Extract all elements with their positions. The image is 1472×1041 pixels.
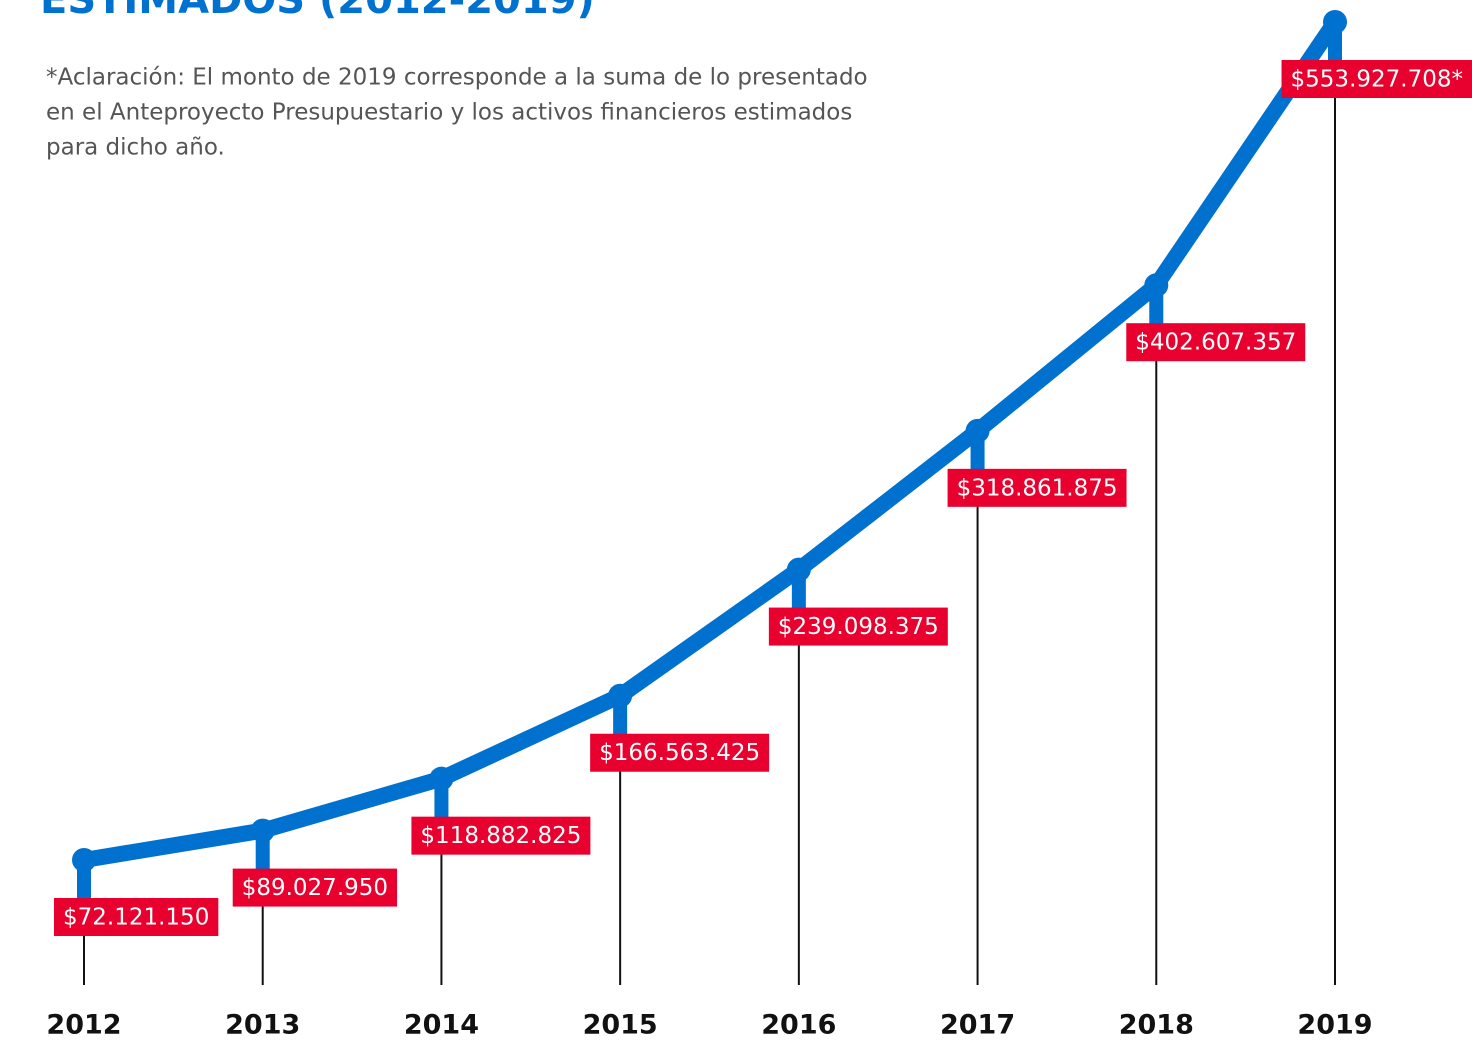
point	[1323, 10, 1347, 34]
label-box	[947, 468, 1127, 507]
x-tick-label: 2013	[225, 1010, 300, 1041]
annotation: en el Anteproyecto Presupuestario y los …	[46, 100, 852, 126]
value-label-group: $318.861.875	[947, 468, 1127, 507]
x-tick-label: 2015	[583, 1010, 658, 1041]
label-box	[232, 868, 398, 907]
value-label: $72.121.150	[63, 905, 209, 931]
value-label-group: $553.927.708*	[1281, 60, 1472, 98]
x-tick-label: 2019	[1297, 1010, 1372, 1041]
point	[1144, 273, 1169, 298]
value-label: $166.563.425	[599, 740, 760, 766]
point	[429, 766, 454, 791]
x-tick-label: 2016	[761, 1010, 836, 1041]
series-line	[82, 17, 1342, 868]
value-label: $89.027.950	[242, 875, 388, 901]
label-box	[590, 733, 770, 772]
value-label-group: $402.607.357	[1126, 323, 1306, 362]
point	[72, 848, 96, 872]
value-label: $118.882.825	[420, 823, 581, 849]
x-tick-label: 2014	[404, 1010, 479, 1041]
annotation: para dicho año.	[46, 135, 225, 161]
value-label: $318.861.875	[957, 475, 1118, 501]
value-label-group: $166.563.425	[590, 733, 770, 772]
point	[965, 418, 990, 443]
value-label-group: $118.882.825	[411, 816, 591, 855]
point	[608, 683, 633, 708]
chart-title: ESTIMADOS (2012-2019)	[40, 0, 595, 23]
point	[786, 557, 811, 582]
value-label-group: $239.098.375	[768, 607, 948, 646]
value-label: $239.098.375	[778, 614, 939, 640]
x-tick-label: 2012	[46, 1010, 121, 1041]
label-box	[1281, 60, 1472, 98]
value-label: $553.927.708*	[1291, 67, 1463, 93]
x-tick-label: 2017	[940, 1010, 1015, 1041]
value-label: $402.607.357	[1135, 330, 1296, 356]
label-box	[1126, 323, 1306, 362]
annotation: *Aclaración: El monto de 2019 correspond…	[46, 65, 868, 91]
label-box	[411, 816, 591, 855]
point	[250, 818, 275, 843]
label-box	[768, 607, 948, 646]
value-label-group: $89.027.950	[232, 868, 398, 907]
x-tick-label: 2018	[1119, 1010, 1194, 1041]
value-label-group: $72.121.150	[54, 898, 219, 936]
label-box	[54, 898, 219, 936]
